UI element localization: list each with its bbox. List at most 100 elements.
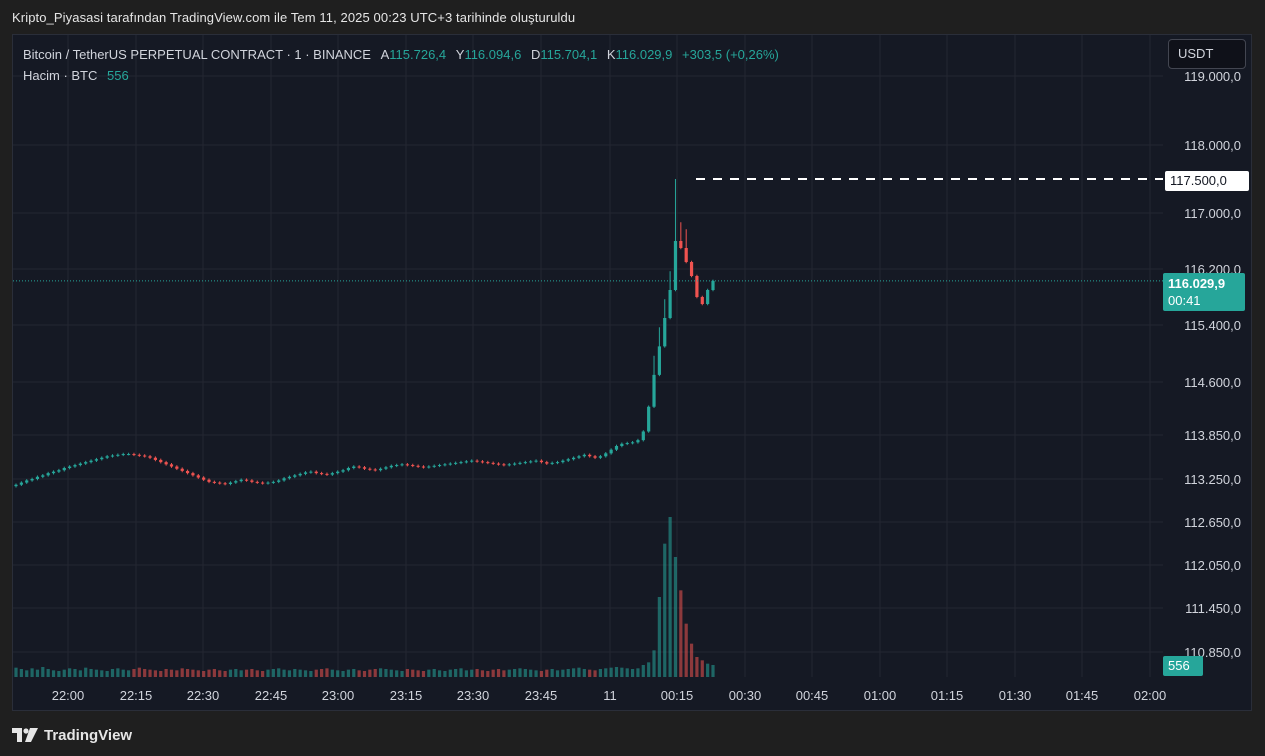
volume-bar <box>459 668 463 677</box>
candle-body <box>577 456 581 458</box>
price-tick-label: 112.050,0 <box>1184 558 1241 573</box>
high-value: 116.094,6 <box>464 47 522 62</box>
candle-body <box>395 465 399 467</box>
volume-bar <box>57 671 61 677</box>
candle-body <box>454 462 458 464</box>
volume-bar <box>169 669 174 677</box>
candle-body <box>314 471 318 474</box>
candle-body <box>437 465 442 467</box>
candle-body <box>598 456 603 458</box>
currency-button[interactable]: USDT <box>1168 39 1246 69</box>
snapshot-caption: Kripto_Piyasasi tarafından TradingView.c… <box>12 10 576 25</box>
volume-bar <box>250 669 254 677</box>
chart-panel[interactable]: 119.000,0 118.000,0 117.000,0 116.200,0 115.… <box>12 34 1252 711</box>
volume-bar <box>684 623 688 677</box>
volume-bar <box>384 669 388 677</box>
candle-body <box>480 461 485 463</box>
volume-bar <box>480 670 485 677</box>
volume-bar <box>362 671 367 677</box>
candle-body <box>362 467 367 469</box>
volume-bar <box>19 669 23 677</box>
volume-bar <box>218 670 222 677</box>
symbol-name[interactable]: Bitcoin / TetherUS PERPETUAL CONTRACT · … <box>23 47 371 62</box>
candle-body <box>100 457 104 460</box>
candle-body <box>309 471 313 473</box>
candle-body <box>491 462 495 464</box>
price-tick-label: 112.650,0 <box>1184 515 1241 530</box>
time-tick-label: 22:30 <box>187 688 220 703</box>
candle-body <box>593 456 597 458</box>
candle-body <box>695 276 699 297</box>
candle-body <box>68 466 72 468</box>
tradingview-logo[interactable]: TradingView <box>12 725 132 745</box>
volume-bar <box>539 671 544 677</box>
volume-bar <box>609 667 613 677</box>
volume-bar <box>68 668 72 677</box>
candle-body <box>684 248 688 262</box>
candle-body <box>73 465 77 467</box>
volume-bar <box>84 667 88 677</box>
volume-bar <box>464 670 468 677</box>
volume-bar <box>421 671 426 677</box>
time-tick-label: 01:30 <box>999 688 1032 703</box>
candle-body <box>352 466 356 468</box>
volume-bar <box>357 670 361 677</box>
candle-body <box>89 460 93 463</box>
volume-bar <box>620 667 624 677</box>
candle-body <box>62 468 66 471</box>
volume-bar <box>185 669 190 677</box>
candle-body <box>614 446 619 450</box>
volume-bar <box>148 669 152 677</box>
price-tick-label: 114.600,0 <box>1184 375 1241 390</box>
volume-bar <box>486 671 490 677</box>
chart-grid <box>13 35 1163 677</box>
candle-body <box>78 463 82 466</box>
ohlc-legend-row: Bitcoin / TetherUS PERPETUAL CONTRACT · … <box>23 46 779 67</box>
volume-legend-row: Hacim · BTC 556 <box>23 67 779 88</box>
candle-body <box>218 482 222 484</box>
volume-bar <box>550 669 554 677</box>
candle-body <box>234 481 238 483</box>
volume-bar <box>51 670 56 677</box>
volume-bar <box>62 669 66 677</box>
volume-bar <box>234 669 238 677</box>
volume-bar <box>400 671 404 677</box>
candle-body <box>191 473 195 476</box>
change-value: +303,5 (+0,26%) <box>682 47 779 62</box>
volume-bar <box>496 669 501 677</box>
volume-bar <box>223 671 227 677</box>
candle-body <box>266 482 270 484</box>
volume-bar <box>491 669 495 677</box>
candle-body <box>502 464 506 466</box>
candle-body <box>513 463 517 465</box>
candle-body <box>126 454 131 456</box>
candle-body <box>228 482 233 485</box>
volume-bar <box>475 669 479 677</box>
volume-bar <box>89 669 93 677</box>
price-chart[interactable]: 119.000,0118.000,0117.000,0116.200,0115.… <box>13 35 1251 710</box>
volume-bar <box>282 669 286 677</box>
candle-body <box>496 463 501 465</box>
volume-bar <box>180 668 184 677</box>
time-tick-label: 00:30 <box>729 688 762 703</box>
volume-bar <box>325 668 329 677</box>
candle-body <box>673 241 678 290</box>
candle-body <box>572 457 576 460</box>
time-tick-label: 22:15 <box>120 688 153 703</box>
candle-body <box>169 464 174 467</box>
high-label: Y <box>455 47 465 62</box>
time-tick-label: 01:45 <box>1066 688 1099 703</box>
volume-bar <box>293 669 297 677</box>
volume-bar <box>448 669 452 677</box>
volume-bar <box>287 670 292 677</box>
volume-bar <box>121 669 125 677</box>
candle-body <box>346 468 351 471</box>
volume-bar <box>14 667 18 677</box>
volume-bar <box>41 667 45 677</box>
candle-body <box>212 481 216 483</box>
candle-body <box>19 482 23 485</box>
time-tick-label: 02:00 <box>1134 688 1167 703</box>
volume-label[interactable]: Hacim · BTC <box>23 68 98 83</box>
time-tick-label: 22:00 <box>52 688 85 703</box>
price-level-label[interactable]: 117.500,0 <box>1165 171 1249 191</box>
